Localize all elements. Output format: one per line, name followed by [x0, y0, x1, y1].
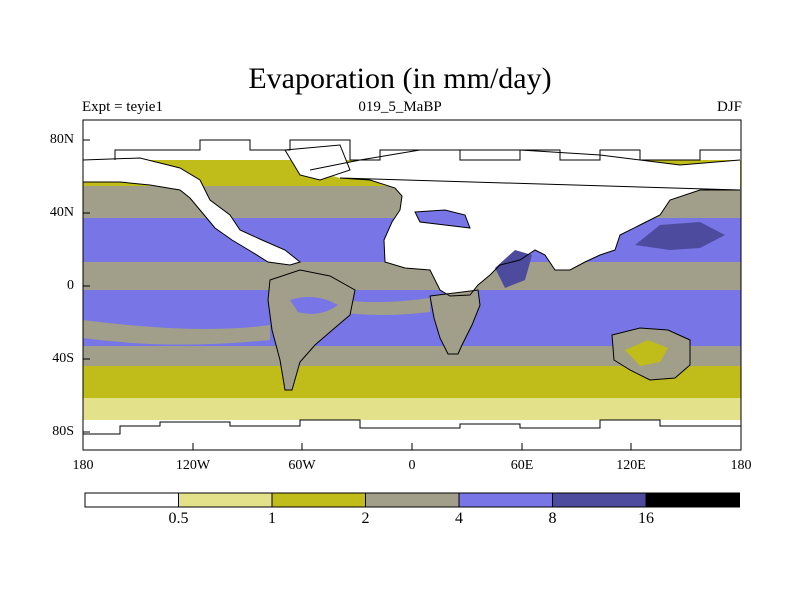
colorbar — [84, 492, 740, 508]
lon-label-120e: 120E — [616, 458, 646, 473]
colorbar-label-8: 8 — [548, 510, 557, 527]
colorbar-box-2 — [271, 492, 366, 508]
lat-label-40s: 40S — [52, 351, 74, 366]
coast-north-america — [83, 157, 302, 266]
lat-label-40n: 40N — [49, 205, 74, 220]
coast-australia — [611, 327, 691, 381]
colorbar-box-5 — [552, 492, 647, 508]
coast-greenland — [284, 144, 351, 181]
lat-label-0: 0 — [67, 278, 74, 293]
coast-eurasia — [309, 149, 741, 297]
mediterranean-sea — [415, 210, 470, 228]
south-america-land — [268, 270, 355, 390]
lon-label-120w: 120W — [175, 458, 211, 473]
north-america-land — [83, 158, 300, 265]
colorbar-label-4: 4 — [455, 510, 463, 527]
lon-label-60e: 60E — [510, 458, 534, 473]
coast-mediterranean — [414, 209, 471, 229]
colorbar-label-16: 16 — [638, 510, 654, 527]
colorbar-box-0 — [84, 492, 179, 508]
amazon-moist — [290, 296, 338, 314]
northwest-pacific-max — [635, 222, 725, 250]
antarctica-land — [83, 426, 741, 450]
colorbar-label-0-5: 0.5 — [168, 510, 189, 527]
colorbar-label-1: 1 — [268, 510, 276, 527]
band-southern-ocean — [83, 398, 741, 422]
arabian-sea-max — [495, 250, 532, 288]
pacific-cold-tongue — [83, 320, 270, 345]
band-south-subpolar — [83, 366, 741, 400]
map-title: Evaporation (in mm/day) — [248, 62, 552, 95]
lon-label-180e: 180 — [730, 458, 752, 473]
coast-antarctica — [83, 419, 741, 435]
map-field — [83, 120, 741, 450]
band-south-midlat — [83, 346, 741, 368]
period-label: 019_5_MaBP — [358, 99, 442, 115]
colorbar-box-1 — [178, 492, 273, 508]
coast-south-america — [267, 269, 356, 391]
lon-label-180w: 180 — [72, 458, 94, 473]
atlantic-cold-tongue — [340, 298, 430, 315]
lat-label-80n: 80N — [49, 132, 74, 147]
lon-label-0: 0 — [408, 458, 416, 473]
south-africa-land — [430, 290, 480, 354]
colorbar-box-6 — [645, 492, 740, 508]
australia-dry — [625, 340, 668, 366]
axis-ticks — [82, 139, 742, 450]
coast-south-africa — [429, 289, 481, 355]
experiment-label: Expt = teyie1 — [82, 99, 163, 115]
lon-label-60w: 60W — [288, 458, 316, 473]
season-label: DJF — [716, 99, 742, 115]
greenland-land — [285, 145, 350, 180]
coastlines — [83, 139, 741, 435]
lat-label-80s: 80S — [52, 424, 74, 439]
colorbar-box-3 — [365, 492, 460, 508]
colorbar-label-2: 2 — [361, 510, 370, 527]
colorbar-box-4 — [458, 492, 553, 508]
